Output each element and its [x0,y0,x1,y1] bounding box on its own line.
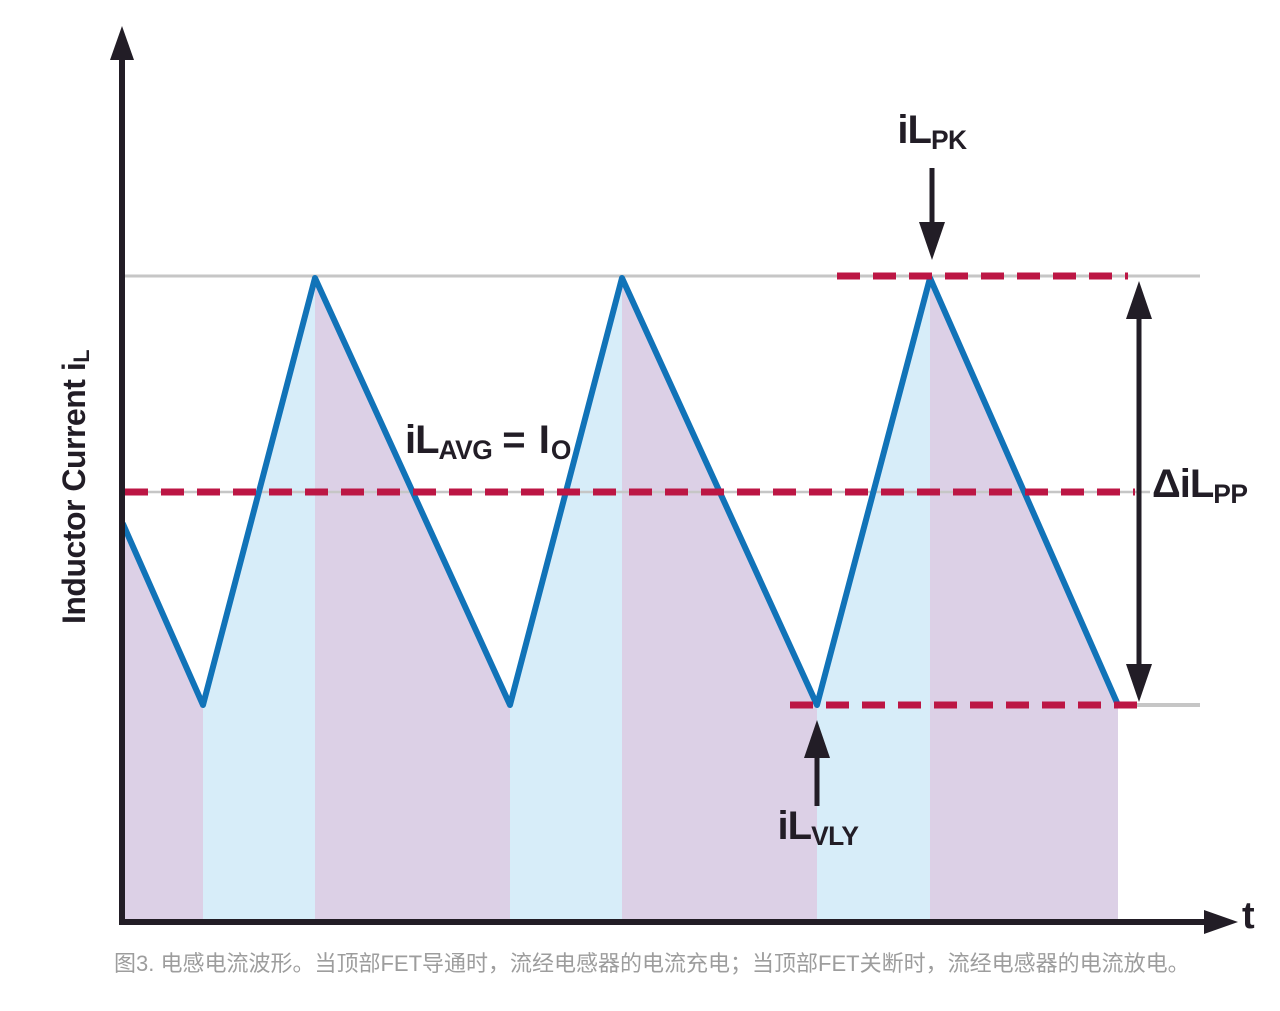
peak-label-base: iL [897,108,932,152]
wave-shaded-area-5 [817,278,930,920]
avg-label-equals: = I [502,418,551,462]
wave-shaded-area-1 [203,278,315,920]
valley-label-base: iL [777,804,813,848]
valley-label-subscript: VLY [811,820,859,851]
y-axis-label-subscript: L [69,349,95,363]
ripple-label: ΔiLPP [1152,462,1248,507]
ripple-arrow-top-head [1126,281,1152,319]
peak-label-subscript: PK [930,124,967,155]
valley-current-label: iLVLY [777,804,859,849]
avg-label-output-subscript: O [550,434,572,465]
x-axis-label: t [1242,895,1255,937]
x-axis-arrowhead [1204,910,1238,934]
valley-pointer-arrow-head [804,720,830,758]
ripple-label-base: ΔiL [1152,462,1214,506]
ripple-arrow-bottom-head [1126,664,1152,702]
peak-pointer-arrow-head [919,222,945,260]
y-axis-label: Inductor Current iL [56,350,94,625]
wave-shaded-area-2 [315,278,510,920]
y-axis-label-text: Inductor Current i [56,362,92,625]
figure-caption: 图3. 电感电流波形。当顶部FET导通时，流经电感器的电流充电；当顶部FET关断… [114,951,1190,976]
wave-shaded-area-4 [622,278,817,920]
average-current-label: iLAVG = IO [405,418,571,463]
avg-label-base: iL [405,418,440,462]
peak-current-label: iLPK [897,108,967,153]
wave-shaded-area-0 [123,524,203,920]
ripple-label-subscript: PP [1213,478,1248,509]
wave-shaded-area-3 [510,278,622,920]
wave-shaded-area-6 [930,278,1118,920]
avg-label-subscript: AVG [438,434,493,465]
y-axis-arrowhead [110,26,134,60]
